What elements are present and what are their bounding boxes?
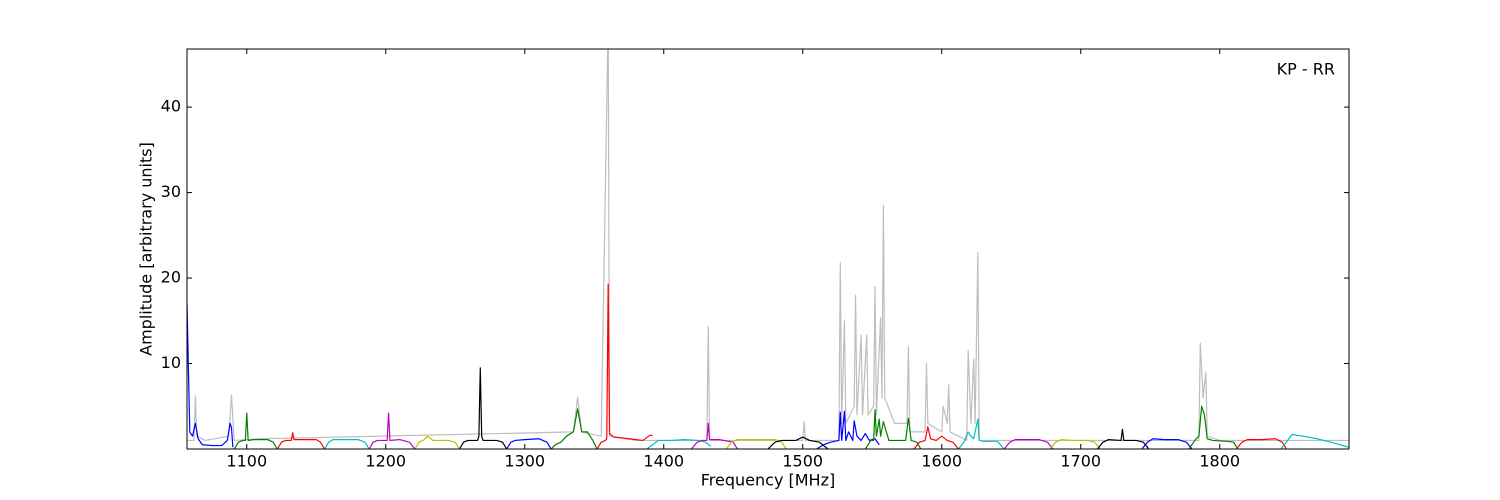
- spectrum-line: [816, 410, 880, 449]
- spectrum-line: [276, 432, 326, 449]
- y-axis-label: Amplitude [arbitrary units]: [137, 142, 156, 356]
- spectrum-line: [957, 418, 1005, 449]
- spectrum-line: [414, 435, 460, 449]
- y-tick-label: 20: [161, 268, 181, 287]
- x-tick-label: 1700: [1060, 452, 1101, 471]
- x-tick-label: 1500: [782, 452, 823, 471]
- annotation: KP - RR: [1277, 60, 1335, 79]
- x-tick-label: 1200: [365, 452, 406, 471]
- spectrum-line: [1188, 405, 1239, 449]
- spectrum-line: [1003, 439, 1054, 449]
- spectrum-line: [368, 412, 416, 449]
- y-tick-label: 30: [161, 182, 181, 201]
- y-tick-label: 10: [161, 353, 181, 372]
- spectrum-line: [187, 49, 1349, 442]
- spectrum-line: [1280, 433, 1349, 449]
- spectrum-line: [691, 422, 738, 449]
- spectrum-line: [506, 438, 552, 449]
- spectrum-line: [646, 439, 712, 449]
- spectrum-line: [324, 439, 370, 449]
- spectrum-line: [767, 436, 829, 449]
- spectrum-line: [233, 412, 278, 449]
- x-tick-label: 1800: [1199, 452, 1240, 471]
- spectrum-line: [913, 426, 959, 449]
- spectrum-line: [187, 303, 234, 448]
- spectrum-line: [1049, 439, 1101, 449]
- x-tick-label: 1100: [226, 452, 267, 471]
- x-axis-label: Frequency [MHz]: [701, 471, 835, 490]
- spectrum-line: [864, 409, 922, 449]
- spectrum-line: [550, 408, 598, 449]
- spectrum-line: [1235, 438, 1287, 449]
- plot-area: [187, 49, 1349, 449]
- axes-frame: [186, 48, 1350, 450]
- spectrum-line: [596, 283, 653, 449]
- spectrum-line: [1141, 438, 1193, 449]
- spectrum-line: [1096, 428, 1150, 449]
- y-tick-label: 40: [161, 97, 181, 116]
- x-tick-label: 1600: [921, 452, 962, 471]
- spectrum-line: [458, 367, 508, 449]
- spectrum-line: [725, 439, 787, 449]
- x-tick-label: 1400: [643, 452, 684, 471]
- x-tick-label: 1300: [504, 452, 545, 471]
